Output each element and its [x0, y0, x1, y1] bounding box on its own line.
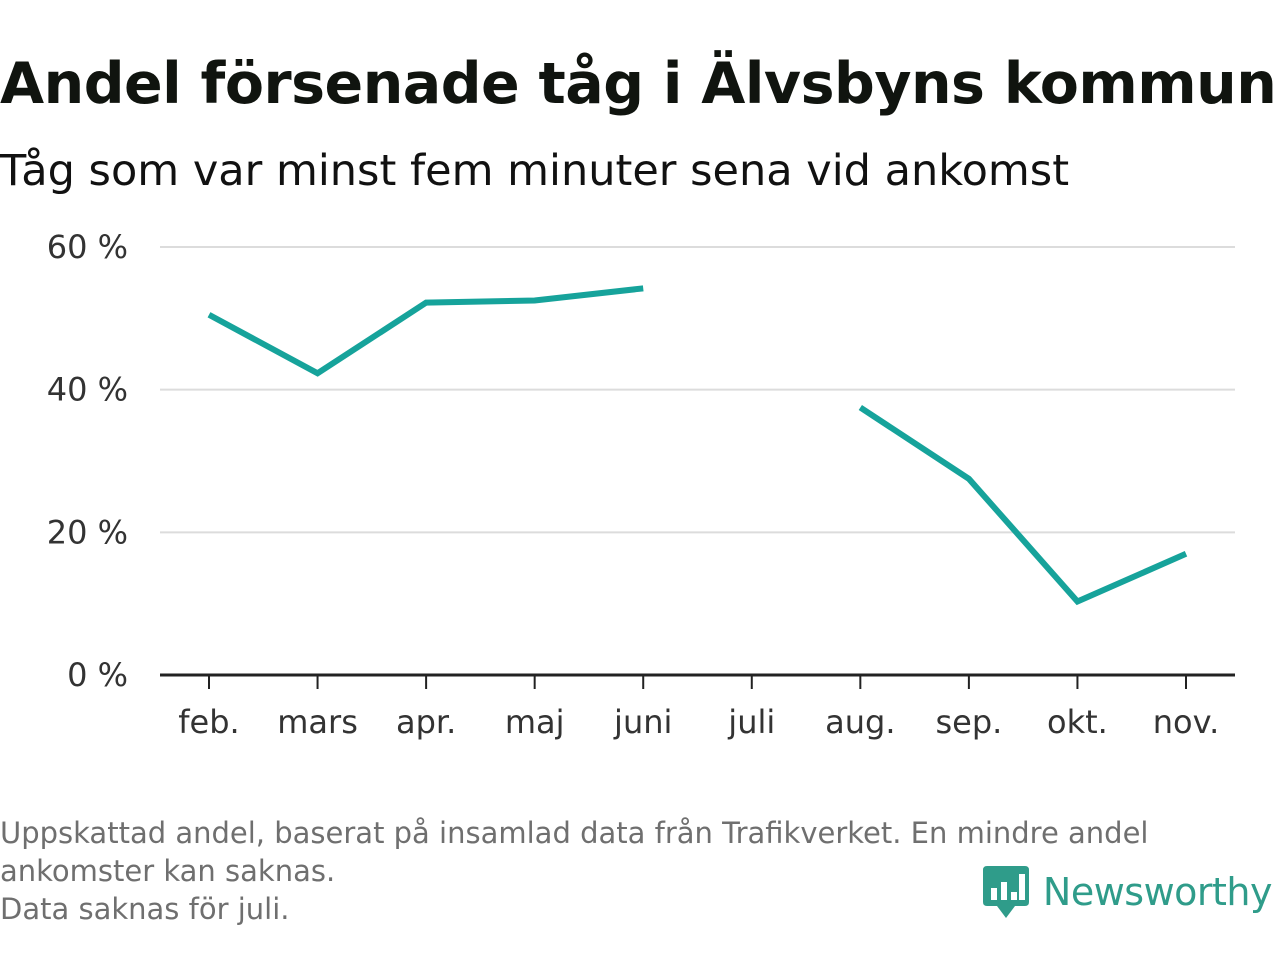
data-series: [207, 285, 1188, 606]
x-tick-label: juni: [613, 703, 672, 741]
newsworthy-logo-icon: [982, 866, 1029, 918]
series-line: [858, 404, 1188, 606]
y-tick-label: 0 %: [67, 656, 128, 694]
chart-subtitle: Tåg som var minst fem minuter sena vid a…: [0, 146, 1070, 196]
x-tick-label: okt.: [1047, 703, 1108, 741]
footnote-line: ankomster kan saknas.: [0, 854, 336, 888]
x-axis: [160, 673, 1235, 689]
footnote-line: Data saknas för juli.: [0, 892, 290, 926]
x-tick-label: feb.: [178, 703, 239, 741]
footnote-line: Uppskattad andel, baserat på insamlad da…: [0, 816, 1149, 850]
x-tick-label: nov.: [1153, 703, 1219, 741]
y-tick-label: 40 %: [47, 371, 128, 409]
chart-title: Andel försenade tåg i Älvsbyns kommun: [0, 51, 1277, 117]
x-tick-label: maj: [505, 703, 565, 741]
y-tick-label: 60 %: [47, 228, 128, 266]
x-tick-label: mars: [277, 703, 358, 741]
x-tick-label: aug.: [825, 703, 895, 741]
x-tick-label: apr.: [396, 703, 456, 741]
brand-name: Newsworthy: [1042, 870, 1273, 914]
y-tick-label: 20 %: [47, 513, 128, 551]
x-tick-label: sep.: [935, 703, 1002, 741]
footnote: Uppskattad andel, baserat på insamlad da…: [0, 814, 1270, 928]
x-axis-labels: feb. mars apr. maj juni juli aug. sep. okt. nov.: [178, 703, 1219, 741]
series-line: [207, 285, 644, 377]
newsworthy-logo: Newsworthy: [970, 862, 1273, 922]
y-axis: 0 % 20 % 40 % 60 %: [47, 228, 128, 694]
x-tick-label: juli: [727, 703, 775, 741]
gridlines: [160, 246, 1235, 534]
